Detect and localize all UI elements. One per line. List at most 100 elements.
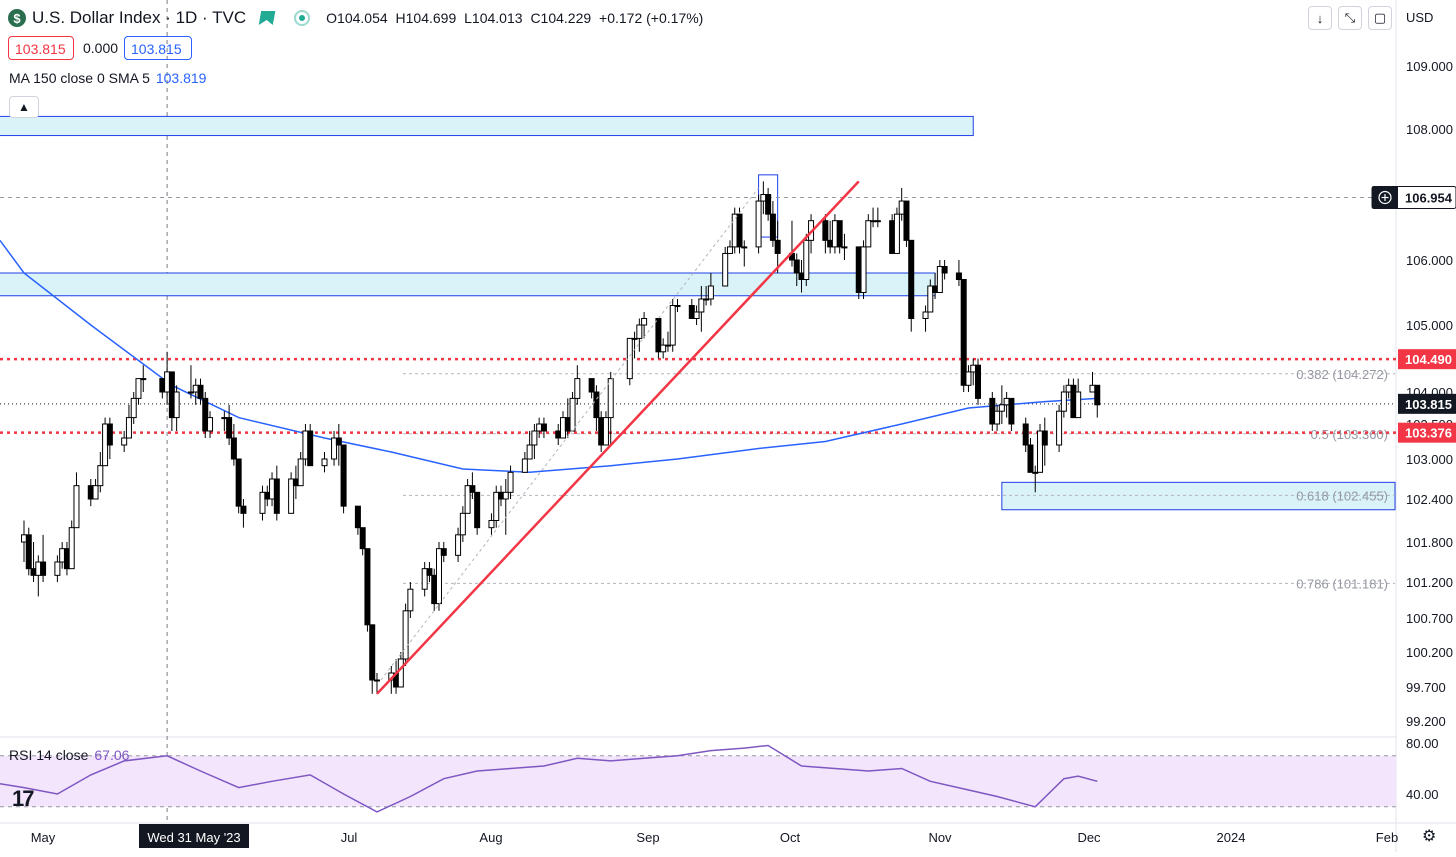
candle-body-83	[593, 391, 600, 419]
candle-body-62	[455, 534, 462, 556]
sell-price-button[interactable]: 103.815	[8, 36, 74, 60]
y-tick-6: 103.000	[1406, 452, 1453, 467]
candle-body-1	[25, 534, 32, 570]
candle-body-104	[736, 213, 743, 248]
candle-body-95	[674, 305, 681, 307]
support-zone-fib	[1001, 481, 1396, 511]
candle-body-17	[130, 397, 137, 419]
y-tick-11: 100.200	[1406, 645, 1453, 660]
candle-body-3	[35, 561, 42, 576]
candle-body-157	[1094, 384, 1101, 406]
candle-body-57	[421, 568, 428, 590]
candle-body-38	[288, 478, 295, 514]
candle-body-139	[970, 364, 977, 373]
candle-body-51	[373, 679, 380, 682]
candle-body-75	[536, 423, 543, 432]
fib-diagonal	[380, 187, 759, 681]
candle-body-73	[526, 444, 533, 460]
fib-label-3: 0.786 (101.181)	[1296, 576, 1388, 591]
currency-selector[interactable]: USD	[1406, 10, 1434, 25]
candle-body-118	[831, 220, 838, 248]
candle-body-151	[1056, 410, 1063, 446]
resistance-zone-top	[0, 115, 974, 137]
candle-body-42	[307, 430, 314, 467]
candle-body-150	[1041, 430, 1048, 446]
chevron-up-icon[interactable]: ▲	[9, 96, 39, 118]
download-icon[interactable]: ↓	[1308, 6, 1332, 30]
candle-body-11	[92, 485, 99, 500]
candle-body-98	[698, 298, 705, 313]
candle-body-15	[121, 437, 128, 446]
candle-body-132	[927, 285, 934, 313]
candle-body-63	[459, 512, 466, 536]
candle-body-6	[59, 548, 66, 563]
candle-body-143	[998, 404, 1005, 412]
y-tick-1: 108.000	[1406, 122, 1453, 137]
high-value: H104.699	[395, 10, 457, 26]
candle-body-69	[498, 491, 505, 500]
symbol-title[interactable]: U.S. Dollar Index · 1D · TVC	[32, 8, 247, 27]
x-tick-3: Sep	[636, 830, 659, 845]
candle-body-140	[975, 364, 982, 399]
candle-body-154	[1070, 384, 1077, 419]
candle-body-130	[908, 239, 915, 320]
candle-body-74	[531, 430, 538, 446]
plus-icon	[1378, 190, 1392, 205]
candle-body-12	[97, 465, 104, 487]
ohlc-readout: O104.054 H104.699 L104.013 C104.229 +0.1…	[326, 10, 707, 26]
screenshot-icon[interactable]: ▢	[1368, 6, 1392, 30]
candle-body-77	[555, 430, 562, 439]
candle-body-22	[168, 371, 175, 419]
candle-body-67	[488, 520, 495, 529]
candle-body-155	[1075, 391, 1082, 419]
candle-body-82	[588, 378, 595, 393]
candle-body-100	[707, 285, 714, 300]
y-tick-12: 99.700	[1406, 680, 1446, 695]
candle-body-79	[564, 417, 571, 432]
candle-body-49	[364, 548, 371, 626]
candle-body-110	[774, 239, 781, 254]
candle-body-27	[202, 397, 209, 432]
trendline	[376, 180, 860, 695]
candle-body-128	[898, 200, 905, 215]
candle-body-156	[1089, 384, 1096, 393]
close-value: C104.229	[530, 10, 592, 26]
candle-body-65	[469, 485, 476, 493]
candle-body-37	[273, 478, 280, 514]
candle-body-45	[335, 437, 342, 446]
market-status-icon	[294, 10, 311, 26]
candle-body-148	[1032, 471, 1039, 474]
fib-label-2: 0.618 (102.455)	[1296, 488, 1388, 503]
candle-body-21	[164, 371, 171, 393]
rsi-legend[interactable]: RSI 14 close 67.06	[9, 747, 129, 763]
candle-body-19	[140, 378, 147, 381]
rsi-value: 67.06	[94, 747, 130, 763]
fullscreen-icon[interactable]: ⤡	[1338, 6, 1362, 30]
x-tick-6: Dec	[1077, 830, 1101, 845]
candle-body-103	[731, 213, 738, 248]
candle-body-97	[693, 311, 700, 319]
candle-body-72	[521, 458, 528, 473]
candle-body-5	[54, 561, 61, 576]
buy-price-button[interactable]: 103.815	[124, 36, 192, 60]
y-tick-13: 99.200	[1406, 714, 1446, 729]
candle-body-24	[187, 391, 194, 394]
candle-body-34	[259, 491, 266, 514]
gear-icon[interactable]: ⚙	[1422, 828, 1437, 845]
candle-body-85	[602, 417, 609, 446]
candle-body-14	[106, 423, 113, 446]
ma-150-line	[0, 239, 1098, 474]
candle-body-122	[860, 246, 867, 293]
x-tick-5: Nov	[928, 830, 952, 845]
candle-body-91	[655, 318, 662, 353]
low-value: L104.013	[464, 10, 523, 26]
candle-body-29	[221, 417, 228, 420]
y-tick-9: 101.200	[1406, 575, 1453, 590]
candle-body-54	[397, 658, 404, 688]
candle-body-13	[102, 423, 109, 467]
candle-body-114	[803, 239, 810, 281]
candle-body-7	[63, 548, 70, 570]
candle-body-43	[321, 458, 328, 467]
ma-indicator-legend[interactable]: MA 150 close 0 SMA 5 103.819	[9, 70, 206, 86]
